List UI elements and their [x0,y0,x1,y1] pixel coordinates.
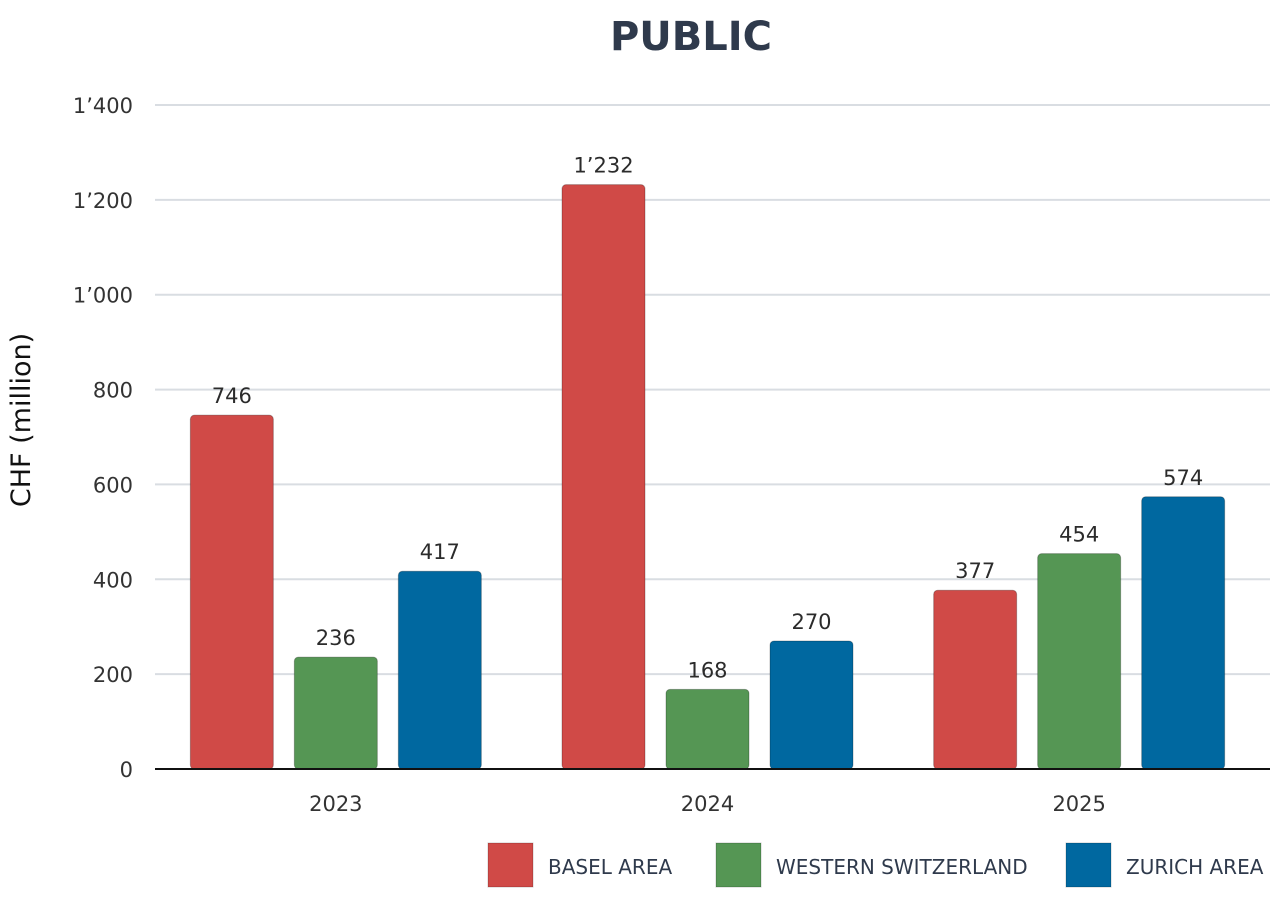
data-label: 377 [955,559,995,583]
data-label: 454 [1059,523,1099,547]
y-tick-label: 800 [93,379,133,403]
data-label: 1’232 [573,154,633,178]
y-axis-label: CHF (million) [6,333,37,507]
y-tick-label: 400 [93,568,133,592]
legend-swatch [1065,842,1112,888]
legend-label: ZURICH AREA [1126,855,1264,879]
bar [1037,553,1122,770]
legend-label: WESTERN SWITZERLAND [776,855,1028,879]
y-tick-label: 1’400 [73,94,133,118]
x-tick-label: 2023 [309,792,362,816]
data-label: 168 [687,658,727,682]
x-tick-label: 2024 [681,792,734,816]
y-tick-label: 1’000 [73,284,133,308]
legend-swatch [715,842,762,888]
legend-swatch [487,842,534,888]
y-tick-label: 200 [93,663,133,687]
data-label: 236 [316,626,356,650]
bar [561,184,646,770]
chart-title: PUBLIC [610,14,772,60]
data-label: 746 [212,384,252,408]
bar [769,640,854,770]
bar [933,589,1018,770]
x-tick-label: 2025 [1052,792,1105,816]
data-label: 417 [420,540,460,564]
bar [293,656,378,770]
bar [1141,496,1226,770]
bar [189,414,274,770]
bar [665,688,750,770]
y-tick-label: 1’200 [73,189,133,213]
legend-label: BASEL AREA [548,855,672,879]
bar [397,570,482,770]
data-label: 574 [1163,466,1203,490]
y-tick-label: 0 [120,758,133,782]
data-label: 270 [791,610,831,634]
y-tick-label: 600 [93,473,133,497]
